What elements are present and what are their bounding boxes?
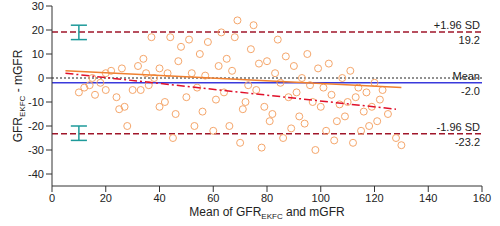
svg-text:-10: -10 [28, 96, 44, 108]
svg-text:Mean of GFREKFC and mGFR: Mean of GFREKFC and mGFR [189, 205, 345, 221]
svg-text:120: 120 [365, 192, 383, 204]
svg-text:30: 30 [32, 0, 44, 12]
svg-text:+1.96 SD: +1.96 SD [434, 19, 480, 31]
svg-text:100: 100 [312, 192, 330, 204]
svg-text:80: 80 [261, 192, 273, 204]
svg-text:10: 10 [32, 48, 44, 60]
svg-text:40: 40 [153, 192, 165, 204]
svg-text:-2.0: -2.0 [461, 85, 480, 97]
svg-text:-1.96 SD: -1.96 SD [437, 121, 480, 133]
svg-text:-20: -20 [28, 120, 44, 132]
svg-text:140: 140 [419, 192, 437, 204]
svg-text:20: 20 [100, 192, 112, 204]
svg-text:0: 0 [38, 72, 44, 84]
svg-text:60: 60 [207, 192, 219, 204]
svg-text:-23.2: -23.2 [455, 136, 480, 148]
svg-text:-30: -30 [28, 144, 44, 156]
svg-text:20: 20 [32, 24, 44, 36]
svg-text:-40: -40 [28, 168, 44, 180]
svg-text:19.2: 19.2 [459, 34, 480, 46]
svg-text:GFREKFC - mGFR: GFREKFC - mGFR [11, 49, 27, 142]
svg-text:Mean: Mean [452, 70, 480, 82]
svg-text:0: 0 [49, 192, 55, 204]
svg-text:160: 160 [473, 192, 491, 204]
